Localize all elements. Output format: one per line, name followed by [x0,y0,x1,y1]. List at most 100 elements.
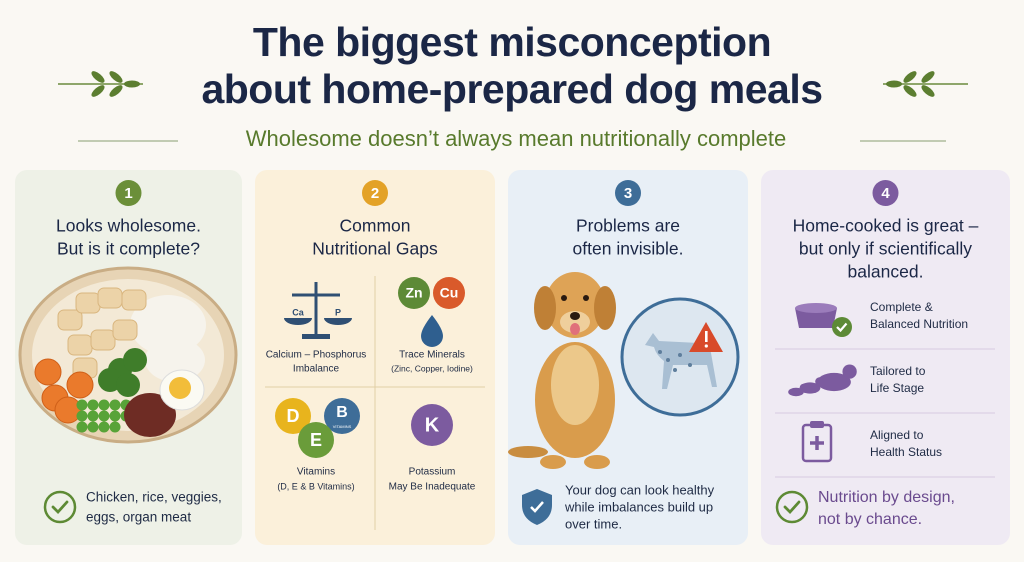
card-heading: Home-cooked is great – [793,216,979,236]
bowl-rim [795,303,837,313]
pea [87,399,99,411]
warning-dot [704,344,708,348]
warning-mark [705,331,708,342]
card-heading: balanced. [848,262,924,282]
spot [658,350,662,354]
dog-chest [551,345,599,425]
spot [666,358,670,362]
dog-nose [570,312,580,320]
carrot [66,371,94,399]
icon-text: E [310,430,322,450]
check-icon [775,490,809,524]
pea [109,421,121,433]
footer-text: over time. [565,516,622,531]
title-line: about home-prepared dog meals [201,66,822,112]
item-label: Aligned to [870,428,924,442]
card-heading: Nutritional Gaps [312,239,438,259]
scale-pan [324,318,352,325]
dog-eye [583,295,589,301]
mineral-circle [398,277,430,309]
icon-note: VITAMINS [333,424,352,429]
check-badge [832,317,852,337]
mineral-circle [433,277,465,309]
number-badge [362,180,388,206]
dog-paw [584,455,610,469]
dog-tail [508,446,548,458]
item-label: Balanced Nutrition [870,317,968,331]
pea [76,410,88,422]
pea [109,410,121,422]
cross-icon [810,436,824,450]
egg-yolk [169,377,191,399]
pea [87,421,99,433]
title-line: The biggest misconception [253,19,771,65]
dog-icon [799,382,821,394]
footer-text: Nutrition by design, [818,489,955,506]
pea [87,410,99,422]
pea [76,421,88,433]
pea [98,410,110,422]
dog-head [545,272,605,338]
check-mark [836,322,848,333]
item-label: Health Status [870,445,942,459]
footer-text: Chicken, rice, veggies, [86,490,222,505]
sprig-leaf [91,71,105,83]
item-label: Trace Minerals [399,350,465,361]
check-mark [783,500,801,515]
check-icon [43,490,77,524]
footer-text: Your dog can look healthy [565,482,715,497]
icon-text: Cu [440,285,459,301]
icon-text: Ca [292,307,304,317]
number-badge [872,180,899,206]
card-number: 2 [371,185,379,202]
carrot [34,358,62,386]
dog-ear [534,286,556,330]
icon-text: D [287,406,300,426]
chicken [112,319,138,341]
chicken [75,292,101,314]
vitamin-circle [324,398,360,434]
scale-base [302,334,330,339]
icon-text: K [425,414,440,436]
broccoli [116,373,140,397]
chicken [121,289,147,311]
item-label: Potassium [409,467,456,478]
card-number: 1 [124,185,132,202]
clipboard-clip [810,421,824,428]
subtitle: Wholesome doesn’t always mean nutritiona… [246,126,786,151]
dog-icon [817,372,851,392]
chicken [67,334,93,356]
card-number: 3 [624,185,632,202]
dog-eye [561,295,567,301]
number-badge [115,180,142,206]
vitamin-circle [298,422,334,458]
sprig-leaf [109,85,123,97]
item-label: May Be Inadequate [389,482,476,493]
card-heading: Common [340,216,411,236]
item-label: Calcium – Phosphorus [266,350,367,361]
sprig-leaf [903,71,917,83]
sprig-leaf [886,80,902,88]
icon-text: P [335,307,341,317]
chicken [97,287,123,309]
dog-muzzle [560,311,590,333]
pea [98,399,110,411]
sprig-leaf [124,80,140,88]
spot [678,353,682,357]
card-heading: Problems are [576,216,680,236]
icon-text: B [336,404,348,421]
card [761,170,1010,545]
dog-icon [788,387,804,397]
vitamin-circle [275,398,311,434]
item-label: Vitamins [297,467,335,478]
item-label: Tailored to [870,364,926,378]
vitamin-circle [411,404,453,446]
carrot [54,396,82,424]
spot [673,368,677,372]
icon-text: Zn [405,285,422,301]
pea [76,399,88,411]
spot [688,363,692,367]
organ-meat [124,393,176,437]
number-badge [615,180,641,206]
drop-icon [421,315,443,347]
